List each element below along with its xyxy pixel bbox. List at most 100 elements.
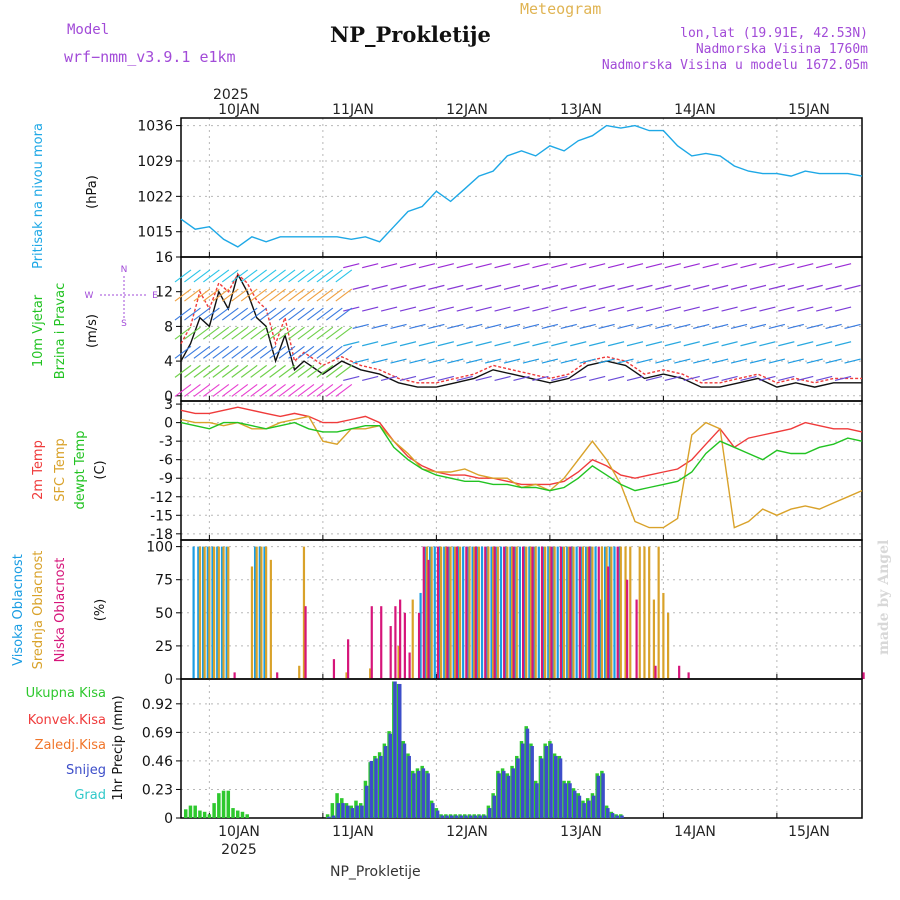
- wind-barb: [212, 384, 230, 397]
- wind-barb: [626, 341, 644, 347]
- bar-snijeg: [539, 758, 544, 818]
- bar-snijeg: [483, 815, 487, 818]
- bar-ukupna-kisa: [240, 811, 245, 818]
- wind-barb: [664, 375, 681, 382]
- y-tick-label: 100: [146, 540, 173, 556]
- bar-visoka-oblacnost: [419, 592, 422, 679]
- bar-visoka-oblacnost: [561, 546, 564, 679]
- bar-visoka-oblacnost: [206, 546, 209, 679]
- bar-niska-oblacnost: [380, 606, 383, 679]
- cloud-unit-label: (%): [93, 599, 108, 622]
- bar-ukupna-kisa: [217, 793, 221, 818]
- wind-barb: [759, 263, 776, 269]
- bar-srednja-oblacnost: [492, 546, 495, 679]
- bar-srednja-oblacnost: [217, 546, 220, 679]
- wind-barb: [626, 375, 644, 382]
- bar-niska-oblacnost: [399, 599, 402, 679]
- bar-srednja-oblacnost: [430, 546, 433, 679]
- wind-barb: [806, 284, 823, 290]
- wind-barb: [184, 345, 201, 359]
- wind-barb: [212, 269, 230, 283]
- bar-snijeg: [407, 755, 411, 818]
- mid-cloud-label: Srednja Oblacnost: [31, 551, 46, 670]
- bottom-time-axis: 10JAN 11JAN 12JAN 13JAN 14JAN 15JAN 2025: [218, 824, 830, 858]
- wind-barb: [475, 375, 492, 382]
- bar-snijeg: [421, 768, 426, 818]
- wind-barb: [278, 269, 296, 283]
- wind-barb: [456, 341, 473, 347]
- bottom-day-label-4: 14JAN: [674, 824, 716, 840]
- wind-barb: [674, 323, 691, 329]
- wind-barb: [184, 307, 201, 321]
- bar-srednja-oblacnost: [544, 546, 547, 679]
- bar-visoka-oblacnost: [443, 546, 446, 679]
- top-day-label-5: 15JAN: [788, 102, 830, 118]
- wind-barb: [399, 375, 417, 382]
- wind-barb: [297, 364, 315, 378]
- wind-barb: [740, 375, 757, 382]
- wind-barb: [259, 288, 277, 302]
- bar-snijeg: [587, 800, 591, 818]
- bar-niska-oblacnost: [427, 559, 430, 679]
- wind-barb: [288, 269, 305, 283]
- bar-snijeg: [525, 728, 530, 818]
- wind-barb: [437, 341, 454, 347]
- bar-snijeg: [596, 775, 601, 818]
- wind-barb: [343, 375, 360, 382]
- elevation-text: Nadmorska Visina 1760m: [696, 42, 868, 57]
- wind-barb: [475, 341, 492, 347]
- wind-barb: [475, 263, 492, 269]
- wind-barb: [335, 307, 353, 321]
- y-tick-label: 8: [164, 319, 173, 335]
- bar-srednja-oblacnost: [425, 546, 429, 679]
- bar-visoka-oblacnost: [452, 546, 455, 679]
- wind-barb: [589, 341, 606, 347]
- wind-barb: [326, 288, 343, 302]
- legend-snow: Snijeg: [66, 763, 106, 778]
- bar-snijeg: [492, 795, 497, 818]
- wind-barb: [418, 375, 436, 382]
- wind-barb: [193, 326, 211, 340]
- wind-barb: [787, 358, 804, 364]
- wind-barb: [269, 269, 286, 283]
- wind-barb: [184, 326, 201, 340]
- bar-niska-oblacnost: [455, 546, 458, 679]
- bar-snijeg: [577, 795, 582, 818]
- wind-barb: [816, 263, 833, 269]
- bar-snijeg: [516, 758, 520, 818]
- wind-barb: [589, 375, 606, 382]
- wind-barb: [607, 341, 625, 347]
- panel-clouds: 0 25 50 75 100: [146, 539, 865, 688]
- wind-barb: [711, 284, 729, 290]
- wind-barb: [380, 341, 398, 347]
- model-label: Model: [67, 22, 109, 38]
- y-tick-label: 0.92: [142, 697, 173, 713]
- wind-barb: [437, 375, 454, 382]
- top-day-label-2: 12JAN: [446, 102, 488, 118]
- wind-barb: [428, 358, 445, 364]
- wind-barb: [740, 263, 757, 269]
- bar-visoka-oblacnost: [523, 546, 526, 679]
- wind-barb: [399, 306, 417, 312]
- wind-barb: [362, 306, 379, 312]
- coords-text: lon,lat (19.91E, 42.53N): [680, 26, 868, 41]
- bar-snijeg: [554, 755, 558, 818]
- wind-barb: [380, 263, 398, 269]
- wind-barb: [570, 375, 587, 382]
- bar-ukupna-kisa: [231, 808, 235, 818]
- compass-south: S: [121, 319, 127, 329]
- bar-srednja-oblacnost: [629, 546, 632, 679]
- top-time-axis: 2025 10JAN 11JAN 12JAN 13JAN 14JAN 15JAN: [213, 87, 830, 118]
- wind-barb: [693, 284, 710, 290]
- wind-barb: [674, 284, 691, 290]
- wind-barb: [250, 345, 267, 359]
- wind-barb: [212, 288, 230, 302]
- bar-snijeg: [601, 773, 605, 818]
- bar-niska-oblacnost: [403, 612, 406, 679]
- cloud-panel-labels: Visoka Oblacnost Srednja Oblacnost Niska…: [11, 551, 108, 670]
- bar-srednja-oblacnost: [510, 546, 514, 679]
- panel-temperature: 3 0 -3 -6 -9 -12 -15 -18: [150, 397, 863, 543]
- bar-srednja-oblacnost: [638, 546, 641, 679]
- bar-ukupna-kisa: [198, 810, 202, 818]
- wind-barb: [326, 364, 343, 378]
